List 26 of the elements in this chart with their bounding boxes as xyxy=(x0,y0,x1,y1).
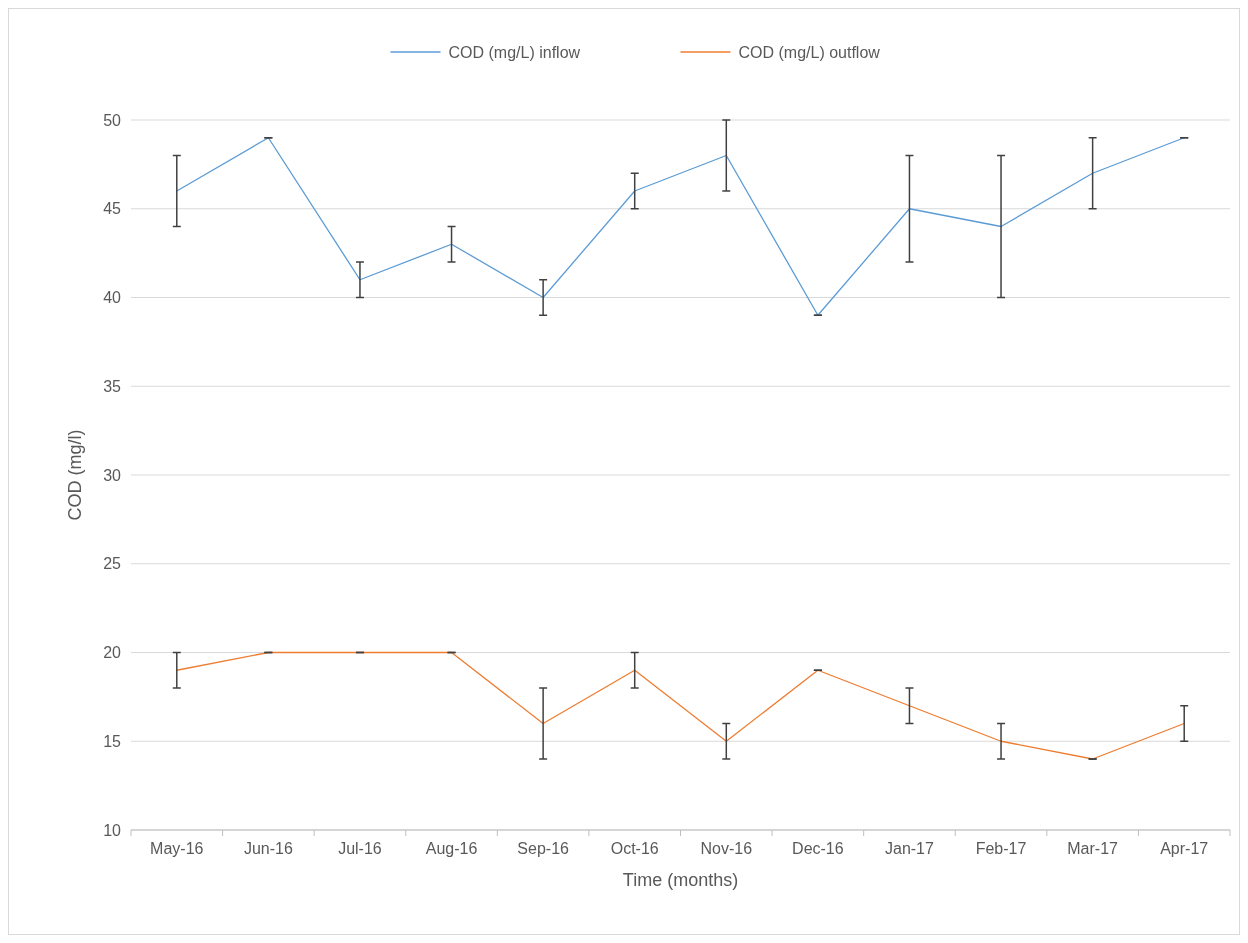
y-tick-label: 20 xyxy=(103,644,122,662)
line-series xyxy=(176,651,1185,760)
x-tick-label: Aug-16 xyxy=(425,840,478,857)
x-tick-label: Jul-16 xyxy=(338,840,382,857)
x-tick-label: Feb-17 xyxy=(975,840,1027,857)
x-tick-label: Mar-17 xyxy=(1067,840,1119,857)
x-tick-label: Apr-17 xyxy=(1160,840,1209,857)
y-tick-label: 15 xyxy=(103,732,122,750)
x-tick-label: Sep-16 xyxy=(517,840,570,857)
x-axis-title: Time (months) xyxy=(622,870,739,890)
y-tick-label: 40 xyxy=(103,289,122,307)
y-axis-title: COD (mg/l) xyxy=(65,429,85,521)
legend-label: COD (mg/L) outflow xyxy=(738,43,881,61)
y-tick-label: 45 xyxy=(103,200,122,218)
legend-label: COD (mg/L) inflow xyxy=(448,43,581,61)
x-tick-label: Jun-16 xyxy=(243,840,293,857)
x-tick-label: Oct-16 xyxy=(610,840,659,857)
y-tick-label: 25 xyxy=(103,555,122,573)
y-tick-label: 30 xyxy=(103,466,122,484)
y-tick-label: 50 xyxy=(103,111,122,129)
x-tick-label: Nov-16 xyxy=(700,840,753,857)
x-tick-label: Dec-16 xyxy=(792,840,844,857)
x-tick-label: Jan-17 xyxy=(885,840,935,857)
y-tick-label: 10 xyxy=(103,821,122,839)
x-tick-label: May-16 xyxy=(150,840,204,857)
y-tick-label: 35 xyxy=(103,377,122,395)
